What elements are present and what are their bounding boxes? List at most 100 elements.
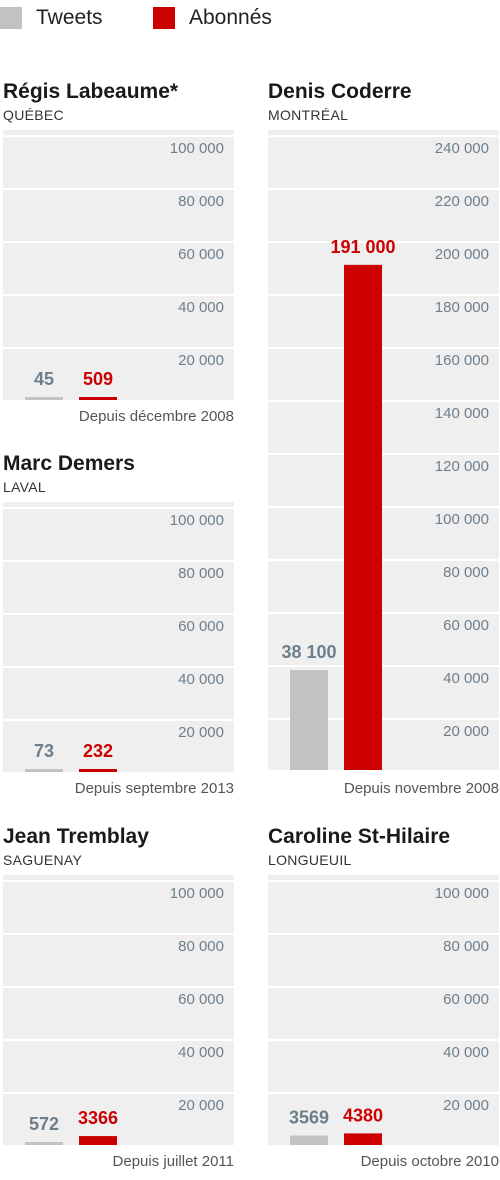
- y-tick-label: 100 000: [170, 512, 224, 529]
- y-tick-label: 80 000: [443, 564, 489, 581]
- y-tick-label: 40 000: [178, 1044, 224, 1061]
- grid-band-top: [268, 875, 499, 880]
- y-tick-label: 100 000: [170, 140, 224, 157]
- panel-city: QUÉBEC: [3, 107, 64, 123]
- y-tick-label: 180 000: [435, 299, 489, 316]
- legend-swatch-tweets: [0, 7, 22, 29]
- legend-label-tweets: Tweets: [36, 6, 103, 29]
- legend-item-tweets: Tweets: [0, 4, 103, 32]
- panel-city: LONGUEUIL: [268, 852, 352, 868]
- y-tick-label: 20 000: [443, 723, 489, 740]
- y-tick-label: 220 000: [435, 193, 489, 210]
- chart-panel-st-hilaire: Caroline St-Hilaire LONGUEUIL 20 000 40 0…: [268, 825, 499, 1175]
- bar-abonnes: [79, 1136, 117, 1145]
- bar-tweets: [290, 1135, 328, 1145]
- panel-city: MONTRÉAL: [268, 107, 349, 123]
- y-tick-label: 60 000: [443, 617, 489, 634]
- value-label-tweets: 73: [34, 741, 54, 761]
- y-tick-label: 200 000: [435, 246, 489, 263]
- grid-band: [268, 402, 499, 453]
- panel-city: LAVAL: [3, 479, 47, 495]
- panel-chart-svg: 20 000 40 000 60 000 80 000 100 000 3569 4380: [268, 875, 499, 1145]
- y-tick-label: 20 000: [178, 352, 224, 369]
- grid-band: [3, 509, 234, 560]
- grid-band: [268, 190, 499, 241]
- panel-chart-svg: 20 000 40 000 60 000 80 000 100 000 120 000 14…: [268, 130, 499, 770]
- bar-abonnes: [344, 1133, 382, 1145]
- grid-band: [268, 137, 499, 188]
- grid-band: [3, 243, 234, 294]
- grid-band: [3, 296, 234, 347]
- grid-band: [268, 935, 499, 986]
- grid-band: [3, 190, 234, 241]
- value-label-tweets: 3569: [289, 1108, 329, 1128]
- panel-title: Jean Tremblay: [3, 825, 149, 848]
- y-tick-label: 120 000: [435, 458, 489, 475]
- grid-band: [3, 721, 234, 772]
- grid-band: [268, 349, 499, 400]
- y-tick-label: 80 000: [178, 938, 224, 955]
- panel-since-note: Depuis novembre 2008: [343, 780, 499, 797]
- grid-band: [3, 137, 234, 188]
- chart-panel-coderre: Denis Coderre MONTRÉAL 20 000 40 000 60 00…: [268, 80, 499, 800]
- grid-band: [268, 296, 499, 347]
- value-label-abonnes: 232: [83, 741, 113, 761]
- y-tick-label: 60 000: [443, 991, 489, 1008]
- panel-title: Denis Coderre: [268, 80, 412, 103]
- grid-band: [268, 988, 499, 1039]
- grid-band-top: [3, 875, 234, 880]
- panel-since-note: Depuis octobre 2010: [360, 1153, 499, 1170]
- value-label-abonnes: 191 000: [330, 237, 395, 257]
- y-tick-label: 240 000: [435, 140, 489, 157]
- y-tick-label: 40 000: [443, 1044, 489, 1061]
- grid-band: [268, 882, 499, 933]
- chart-panel-demers: Marc Demers LAVAL 20 000 40 000 60 000 80 0…: [3, 452, 234, 802]
- legend-label-abonnes: Abonnés: [189, 6, 272, 29]
- grid-band: [268, 1041, 499, 1092]
- grid-band-top: [268, 130, 499, 135]
- panel-since-note: Depuis juillet 2011: [112, 1153, 234, 1170]
- grid-band: [3, 882, 234, 933]
- y-tick-label: 80 000: [443, 938, 489, 955]
- chart-panel-tremblay: Jean Tremblay SAGUENAY 20 000 40 000 60 00…: [3, 825, 234, 1175]
- grid-band: [3, 615, 234, 666]
- grid-band: [3, 988, 234, 1039]
- grid-band: [3, 1094, 234, 1145]
- grid-band: [3, 668, 234, 719]
- y-tick-label: 160 000: [435, 352, 489, 369]
- y-tick-label: 20 000: [443, 1097, 489, 1114]
- grid-band: [3, 1041, 234, 1092]
- bar-abonnes: [344, 264, 382, 770]
- y-tick-label: 20 000: [178, 724, 224, 741]
- y-tick-label: 100 000: [435, 511, 489, 528]
- y-tick-label: 40 000: [178, 671, 224, 688]
- panel-city: SAGUENAY: [3, 852, 83, 868]
- panel-title: Marc Demers: [3, 452, 135, 475]
- y-tick-label: 40 000: [443, 670, 489, 687]
- grid-band: [268, 455, 499, 506]
- chart-panel-labeaume: Régis Labeaume* QUÉBEC 20 000 40 000 60 00…: [3, 80, 234, 430]
- grid-band: [268, 561, 499, 612]
- bar-tweets: [25, 769, 63, 772]
- grid-band-top: [3, 130, 234, 135]
- y-tick-label: 20 000: [178, 1097, 224, 1114]
- value-label-tweets: 38 100: [281, 642, 336, 662]
- grid-band: [268, 243, 499, 294]
- grid-band: [268, 508, 499, 559]
- legend-swatch-abonnes: [153, 7, 175, 29]
- grid-band: [3, 349, 234, 400]
- y-tick-label: 60 000: [178, 246, 224, 263]
- y-tick-label: 40 000: [178, 299, 224, 316]
- bar-abonnes: [79, 769, 117, 772]
- bar-tweets: [25, 1142, 63, 1145]
- panel-chart-svg: 20 000 40 000 60 000 80 000 100 000 572 3366: [3, 875, 234, 1145]
- y-tick-label: 60 000: [178, 991, 224, 1008]
- legend-item-abonnes: Abonnés: [153, 4, 272, 32]
- panel-since-note: Depuis septembre 2013: [74, 780, 234, 797]
- value-label-abonnes: 4380: [343, 1105, 383, 1125]
- panel-chart-svg: 20 000 40 000 60 000 80 000 100 000 45 509: [3, 130, 234, 400]
- bar-tweets: [290, 670, 328, 770]
- grid-band: [3, 935, 234, 986]
- y-tick-label: 100 000: [170, 885, 224, 902]
- y-tick-label: 60 000: [178, 618, 224, 635]
